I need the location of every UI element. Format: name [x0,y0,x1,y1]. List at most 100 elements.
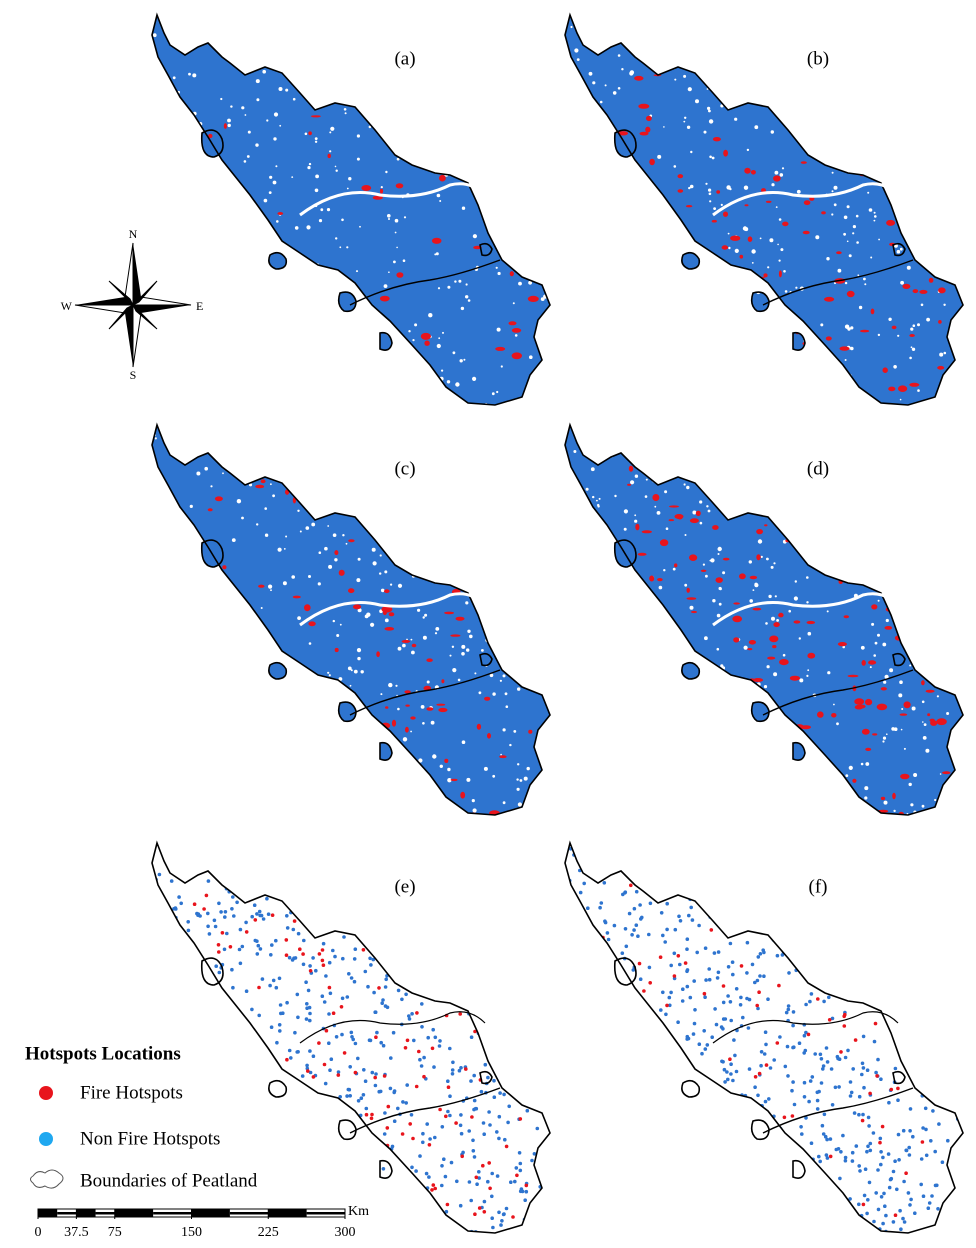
non-fire-dot [323,1000,327,1004]
speckle [907,266,911,270]
speckle [255,143,258,146]
non-fire-dot [469,1199,473,1203]
fire-dot [890,1088,894,1092]
non-fire-dot [255,912,259,916]
non-fire-dot [209,856,213,860]
speckle [861,763,864,766]
speckle [906,193,909,196]
speckle [745,276,748,279]
non-fire-dot [606,951,610,955]
speckle [442,332,444,334]
fire-dot [270,888,274,892]
speckle [949,784,953,788]
non-fire-dot [722,1001,726,1005]
fire-dot [883,1234,887,1238]
non-fire-dot [532,1218,536,1222]
non-fire-dot [214,925,218,929]
speckle [893,365,897,369]
speckle [665,39,669,43]
non-fire-dot [784,1065,788,1069]
compass-w: W [61,299,73,313]
speckle [841,164,843,166]
speckle [703,564,705,566]
non-fire-dot [712,914,716,918]
fire-patch [965,257,971,259]
non-fire-dot [745,997,749,1001]
fire-patch [684,473,689,479]
non-fire-dot [444,1175,448,1179]
speckle [869,208,873,212]
fire-dot [765,1063,769,1067]
fire-patch [885,626,893,630]
non-fire-dot [239,928,243,932]
speckle [962,678,965,681]
non-fire-dot [685,1037,689,1041]
speckle [570,26,572,28]
speckle [864,283,866,285]
speckle [228,124,231,127]
speckle [719,603,722,606]
speckle [624,528,627,531]
fire-dot [373,1076,377,1080]
speckle [517,763,519,765]
fire-patch [763,273,767,277]
fire-patch [674,563,677,567]
non-fire-dot [398,972,402,976]
scale-segment [268,1209,306,1217]
speckle [794,596,798,600]
speckle [944,386,948,390]
fire-patch [756,529,763,534]
speckle [853,225,856,228]
fire-dot [438,1108,442,1112]
speckle [406,345,410,349]
non-fire-dot [800,1132,804,1136]
speckle [873,654,876,657]
speckle [509,744,511,746]
speckle [329,674,331,676]
non-fire-dot [498,1115,502,1119]
speckle [401,764,405,768]
non-fire-dot [204,847,208,851]
speckle [834,362,836,364]
non-fire-dot [847,1207,851,1211]
non-fire-dot [823,1189,827,1193]
non-fire-dot [350,1035,354,1039]
non-fire-dot [766,997,770,1001]
speckle [863,278,866,281]
non-fire-dot [704,978,708,982]
non-fire-dot [519,1162,523,1166]
speckle [371,739,374,742]
speckle [307,166,310,169]
non-fire-dot [505,1207,509,1211]
speckle [439,165,443,169]
speckle [899,680,903,684]
speckle [709,119,713,123]
non-fire-dot [907,1191,911,1195]
non-fire-dot [759,1064,763,1068]
speckle [436,252,439,255]
fire-patch [835,566,841,570]
fire-patch [751,170,756,175]
non-fire-dot [519,1078,523,1082]
speckle [450,655,452,657]
speckle [732,84,735,87]
non-fire-dot [488,1123,492,1127]
speckle [444,389,448,393]
speckle [827,671,830,674]
non-fire-dot [872,1131,876,1135]
speckle [315,141,317,143]
non-fire-dot [244,921,248,925]
non-fire-dot [348,1065,352,1069]
fire-patch [215,496,223,501]
non-fire-dot [827,996,831,1000]
fire-patch [926,690,935,693]
hotspot-layer [150,15,560,415]
non-fire-dot [678,963,682,967]
speckle [506,602,509,605]
non-fire-dot [660,911,664,915]
fire-patch [712,525,719,530]
speckle [327,672,329,674]
legend-label: Boundaries of Peatland [80,1170,258,1191]
non-fire-dot [317,910,321,914]
fire-patch [836,251,842,254]
